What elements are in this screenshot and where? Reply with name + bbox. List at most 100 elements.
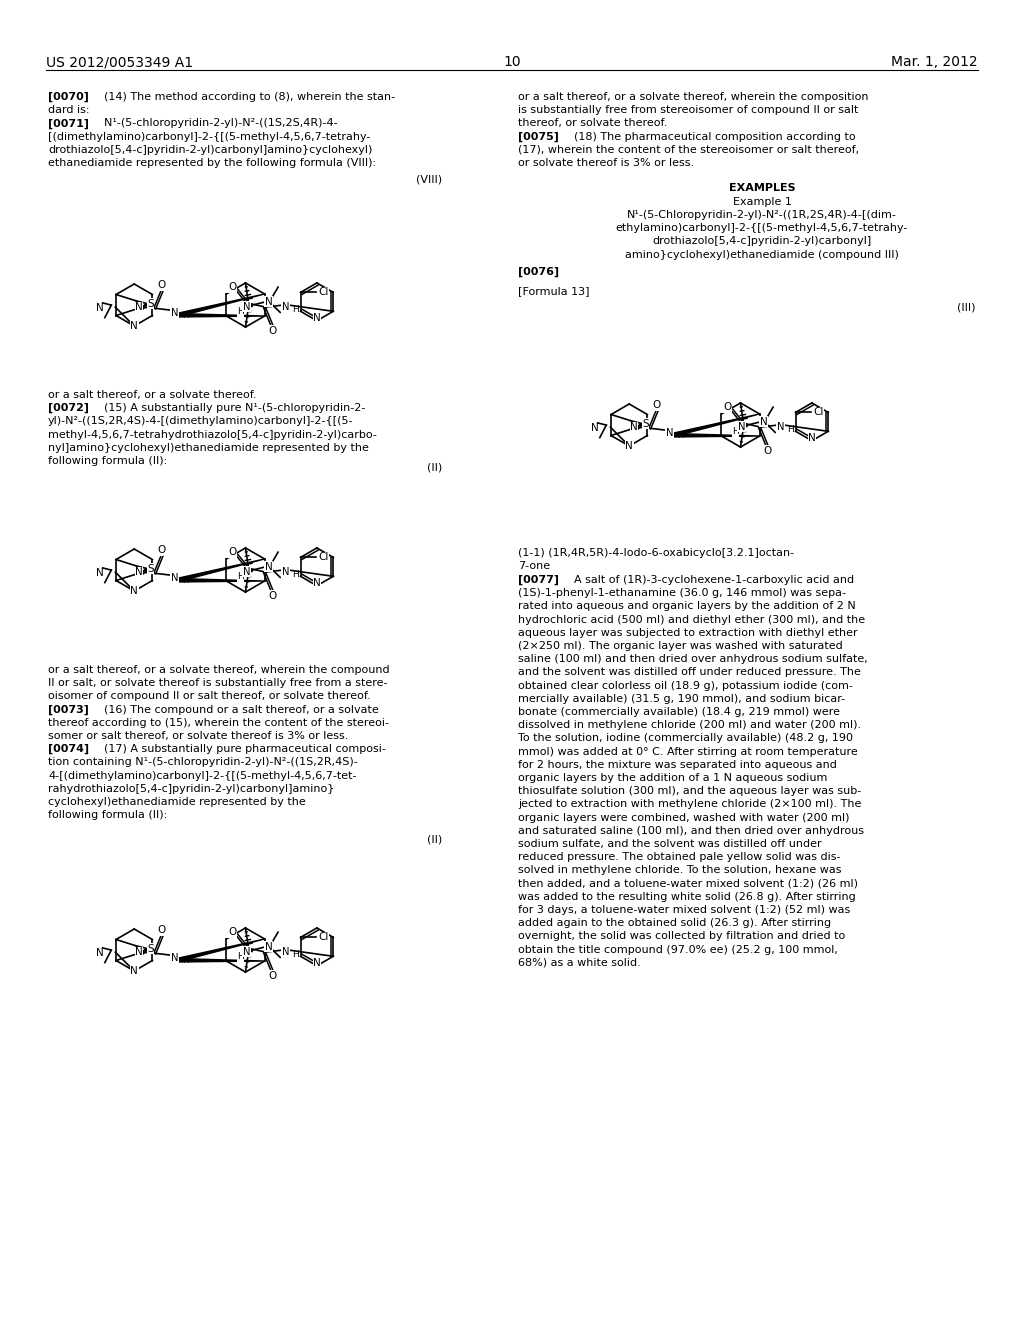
Text: N: N: [264, 297, 272, 306]
Text: methyl-4,5,6,7-tetrahydrothiazolo[5,4-c]pyridin-2-yl)carbo-: methyl-4,5,6,7-tetrahydrothiazolo[5,4-c]…: [48, 429, 377, 440]
Text: To the solution, iodine (commercially available) (48.2 g, 190: To the solution, iodine (commercially av…: [518, 734, 853, 743]
Text: H: H: [677, 432, 683, 441]
Text: following formula (II):: following formula (II):: [48, 810, 167, 820]
Text: amino}cyclohexyl)ethanediamide (compound III): amino}cyclohexyl)ethanediamide (compound…: [625, 249, 899, 260]
Text: N: N: [135, 948, 142, 957]
Text: saline (100 ml) and then dried over anhydrous sodium sulfate,: saline (100 ml) and then dried over anhy…: [518, 655, 867, 664]
Text: drothiazolo[5,4-c]pyridin-2-yl)carbonyl]amino}cyclohexyl): drothiazolo[5,4-c]pyridin-2-yl)carbonyl]…: [48, 145, 373, 154]
Text: 10: 10: [503, 55, 521, 69]
Text: reduced pressure. The obtained pale yellow solid was dis-: reduced pressure. The obtained pale yell…: [518, 853, 841, 862]
Text: O: O: [268, 326, 276, 337]
Text: organic layers were combined, washed with water (200 ml): organic layers were combined, washed wit…: [518, 813, 850, 822]
Polygon shape: [177, 314, 264, 317]
Text: H: H: [292, 950, 299, 960]
Text: N: N: [130, 966, 138, 975]
Polygon shape: [176, 294, 264, 317]
Text: II or salt, or solvate thereof is substantially free from a stere-: II or salt, or solvate thereof is substa…: [48, 678, 387, 688]
Text: tion containing N¹-(5-chloropyridin-2-yl)-N²-((1S,2R,4S)-: tion containing N¹-(5-chloropyridin-2-yl…: [48, 758, 357, 767]
Text: organic layers by the addition of a 1 N aqueous sodium: organic layers by the addition of a 1 N …: [518, 774, 827, 783]
Text: (II): (II): [427, 462, 442, 473]
Text: H: H: [238, 308, 244, 317]
Text: N: N: [591, 424, 598, 433]
Text: and saturated saline (100 ml), and then dried over anhydrous: and saturated saline (100 ml), and then …: [518, 826, 864, 836]
Text: rated into aqueous and organic layers by the addition of 2 N: rated into aqueous and organic layers by…: [518, 602, 856, 611]
Text: following formula (II):: following formula (II):: [48, 455, 167, 466]
Text: solved in methylene chloride. To the solution, hexane was: solved in methylene chloride. To the sol…: [518, 866, 842, 875]
Text: N: N: [130, 586, 138, 597]
Text: ethylamino)carbonyl]-2-{[(5-methyl-4,5,6,7-tetrahy-: ethylamino)carbonyl]-2-{[(5-methyl-4,5,6…: [615, 223, 908, 234]
Text: N: N: [282, 568, 289, 577]
Text: (18) The pharmaceutical composition according to: (18) The pharmaceutical composition acco…: [560, 132, 856, 141]
Text: S: S: [147, 944, 154, 954]
Text: O: O: [228, 282, 237, 292]
Text: Cl: Cl: [318, 552, 329, 562]
Text: H: H: [292, 305, 299, 314]
Text: O: O: [764, 446, 772, 455]
Text: [0076]: [0076]: [518, 267, 559, 277]
Text: N: N: [630, 422, 638, 432]
Text: N: N: [95, 568, 103, 578]
Text: somer or salt thereof, or solvate thereof is 3% or less.: somer or salt thereof, or solvate thereo…: [48, 731, 348, 741]
Text: cyclohexyl)ethanediamide represented by the: cyclohexyl)ethanediamide represented by …: [48, 797, 306, 807]
Text: H: H: [238, 573, 244, 581]
Text: then added, and a toluene-water mixed solvent (1:2) (26 ml): then added, and a toluene-water mixed so…: [518, 879, 858, 888]
Text: H: H: [181, 312, 188, 321]
Text: is substantially free from stereoisomer of compound II or salt: is substantially free from stereoisomer …: [518, 106, 858, 115]
Text: [0071]: [0071]: [48, 119, 89, 128]
Text: sodium sulfate, and the solvent was distilled off under: sodium sulfate, and the solvent was dist…: [518, 840, 821, 849]
Text: (1-1) (1R,4R,5R)-4-Iodo-6-oxabicyclo[3.2.1]octan-: (1-1) (1R,4R,5R)-4-Iodo-6-oxabicyclo[3.2…: [518, 548, 795, 558]
Text: N: N: [171, 309, 178, 318]
Text: (III): (III): [956, 302, 975, 312]
Text: mercially available) (31.5 g, 190 mmol), and sodium bicar-: mercially available) (31.5 g, 190 mmol),…: [518, 694, 845, 704]
Text: ethanediamide represented by the following formula (VIII):: ethanediamide represented by the followi…: [48, 158, 376, 168]
Text: [(dimethylamino)carbonyl]-2-{[(5-methyl-4,5,6,7-tetrahy-: [(dimethylamino)carbonyl]-2-{[(5-methyl-…: [48, 132, 371, 141]
Text: and the solvent was distilled off under reduced pressure. The: and the solvent was distilled off under …: [518, 668, 861, 677]
Text: thereof, or solvate thereof.: thereof, or solvate thereof.: [518, 119, 668, 128]
Text: N: N: [776, 422, 784, 432]
Text: N¹-(5-Chloropyridin-2-yl)-N²-((1R,2S,4R)-4-[(dim-: N¹-(5-Chloropyridin-2-yl)-N²-((1R,2S,4R)…: [627, 210, 897, 220]
Text: thiosulfate solution (300 ml), and the aqueous layer was sub-: thiosulfate solution (300 ml), and the a…: [518, 787, 861, 796]
Text: aqueous layer was subjected to extraction with diethyl ether: aqueous layer was subjected to extractio…: [518, 628, 858, 638]
Text: or a salt thereof, or a solvate thereof, wherein the composition: or a salt thereof, or a solvate thereof,…: [518, 92, 868, 102]
Text: (1S)-1-phenyl-1-ethanamine (36.0 g, 146 mmol) was sepa-: (1S)-1-phenyl-1-ethanamine (36.0 g, 146 …: [518, 589, 846, 598]
Text: (17) A substantially pure pharmaceutical composi-: (17) A substantially pure pharmaceutical…: [90, 744, 386, 754]
Polygon shape: [672, 433, 760, 437]
Text: N¹-(5-chloropyridin-2-yl)-N²-((1S,2S,4R)-4-: N¹-(5-chloropyridin-2-yl)-N²-((1S,2S,4R)…: [90, 119, 338, 128]
Text: (17), wherein the content of the stereoisomer or salt thereof,: (17), wherein the content of the stereoi…: [518, 145, 859, 154]
Text: H: H: [238, 953, 244, 961]
Text: N: N: [808, 433, 816, 442]
Text: dissolved in methylene chloride (200 ml) and water (200 ml).: dissolved in methylene chloride (200 ml)…: [518, 721, 861, 730]
Text: N: N: [282, 302, 289, 312]
Text: S: S: [147, 298, 154, 309]
Text: N: N: [282, 946, 289, 957]
Text: H: H: [787, 425, 794, 434]
Text: N: N: [738, 422, 745, 432]
Text: [0070]: [0070]: [48, 92, 89, 102]
Text: N: N: [95, 948, 103, 958]
Text: H: H: [732, 428, 739, 437]
Text: added again to the obtained solid (26.3 g). After stirring: added again to the obtained solid (26.3 …: [518, 919, 831, 928]
Text: N: N: [760, 417, 767, 426]
Text: [0072]: [0072]: [48, 403, 89, 413]
Polygon shape: [176, 939, 264, 962]
Text: US 2012/0053349 A1: US 2012/0053349 A1: [46, 55, 194, 69]
Text: nyl]amino}cyclohexyl)ethanediamide represented by the: nyl]amino}cyclohexyl)ethanediamide repre…: [48, 442, 369, 453]
Text: or a salt thereof, or a solvate thereof, wherein the compound: or a salt thereof, or a solvate thereof,…: [48, 665, 389, 675]
Text: N: N: [130, 321, 138, 331]
Text: [Formula 13]: [Formula 13]: [518, 286, 590, 296]
Text: O: O: [268, 972, 276, 981]
Text: N: N: [313, 578, 321, 587]
Text: O: O: [268, 591, 276, 601]
Text: (16) The compound or a salt thereof, or a solvate: (16) The compound or a salt thereof, or …: [90, 705, 379, 714]
Text: N: N: [171, 573, 178, 583]
Text: [0073]: [0073]: [48, 705, 89, 715]
Text: O: O: [652, 400, 660, 411]
Text: N: N: [264, 942, 272, 952]
Text: N: N: [243, 302, 251, 312]
Text: (15) A substantially pure N¹-(5-chloropyridin-2-: (15) A substantially pure N¹-(5-chloropy…: [90, 403, 366, 413]
Text: (VIII): (VIII): [416, 176, 442, 185]
Text: 4-[(dimethylamino)carbonyl]-2-{[(5-methyl-4,5,6,7-tet-: 4-[(dimethylamino)carbonyl]-2-{[(5-methy…: [48, 771, 356, 780]
Text: dard is:: dard is:: [48, 106, 89, 115]
Text: S: S: [147, 564, 154, 574]
Text: or solvate thereof is 3% or less.: or solvate thereof is 3% or less.: [518, 158, 694, 168]
